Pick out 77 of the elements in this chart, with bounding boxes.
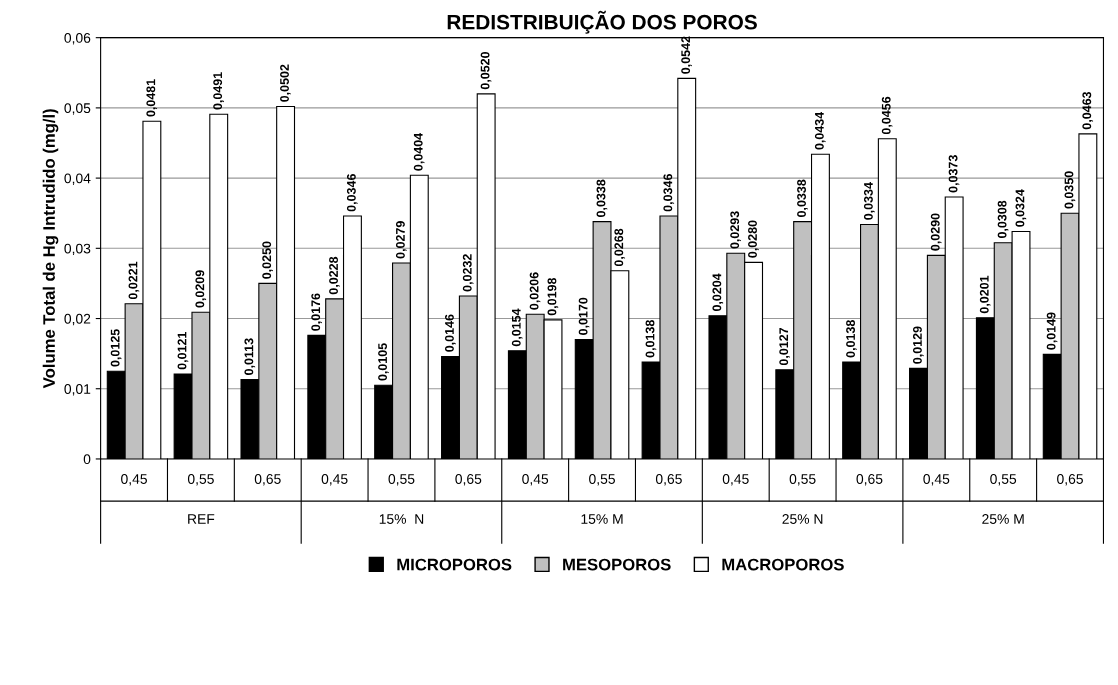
data-label: 0,0209	[195, 270, 207, 308]
data-label: 0,0463	[1082, 91, 1094, 130]
data-label: 0,0127	[779, 327, 790, 366]
data-label: 0,0481	[146, 79, 158, 117]
data-label: 0,0350	[1064, 171, 1076, 209]
y-tick-label: 0,06	[64, 33, 91, 45]
y-tick-label: 0,02	[64, 313, 91, 326]
data-label: 0,0204	[712, 273, 724, 312]
x-tick-label: 0,45	[722, 474, 749, 486]
data-label: 0,0138	[645, 320, 657, 358]
x-tick-label: 0,55	[187, 474, 214, 486]
legend-label: MICROPOROS	[397, 558, 512, 571]
x-tick-label: 0,45	[522, 474, 549, 486]
data-label: 0,0404	[413, 132, 425, 171]
y-tick-label: 0,04	[64, 173, 91, 185]
x-tick-label: 0,55	[990, 474, 1017, 486]
x-tick-label: 0,55	[589, 474, 615, 486]
data-label: 0,0146	[445, 314, 456, 352]
data-label: 0,0542	[681, 36, 692, 74]
text: 25% M	[982, 514, 1024, 524]
legend-label: MACROPOROS	[722, 558, 844, 571]
text: 15% M	[581, 514, 623, 524]
x-tick-label: 0,65	[655, 474, 682, 486]
data-label: 0,0149	[1046, 312, 1058, 350]
x-tick-label: 0,45	[121, 474, 147, 486]
y-tick-label: 0	[83, 454, 91, 465]
data-label: 0,0346	[663, 174, 675, 212]
data-label: 0,0201	[979, 275, 991, 314]
data-label: 0,0125	[110, 329, 122, 367]
text: REF	[188, 514, 215, 524]
data-label: 0,0138	[846, 320, 857, 358]
y-tick-label: 0,05	[64, 103, 91, 115]
x-tick-label: 0,45	[923, 474, 950, 486]
data-label: 0,0338	[797, 179, 808, 217]
legend-label: MESOPOROS	[563, 558, 671, 571]
data-label: 0,0170	[578, 297, 590, 335]
text: 25% N	[782, 514, 823, 524]
data-label: 0,0434	[814, 111, 826, 150]
x-tick-label: 0,65	[1057, 474, 1083, 486]
data-label: 0,0232	[462, 254, 474, 292]
data-label: 0,0290	[930, 213, 942, 251]
data-label: 0,0491	[213, 72, 224, 110]
data-label: 0,0520	[480, 51, 492, 90]
data-label: 0,0221	[128, 261, 140, 300]
data-label: 0,0373	[948, 155, 960, 193]
data-label: 0,0228	[329, 256, 340, 295]
text: 15% N	[379, 514, 424, 524]
y-tick-label: 0,03	[64, 243, 91, 256]
data-label: 0,0279	[395, 221, 407, 259]
data-label: 0,0250	[262, 241, 273, 279]
x-tick-label: 0,55	[789, 474, 816, 486]
x-tick-label: 0,45	[321, 474, 348, 486]
data-label: 0,0268	[614, 228, 626, 267]
data-label: 0,0105	[378, 343, 389, 381]
data-label: 0,0502	[280, 64, 291, 102]
data-label: 0,0334	[863, 182, 875, 220]
data-label: 0,0154	[511, 308, 523, 347]
x-tick-label: 0,65	[856, 474, 883, 486]
data-label: 0,0129	[913, 326, 924, 364]
y-axis-title: Volume Total de Hg Intrudido (mg/l)	[42, 109, 59, 389]
data-label: 0,0280	[748, 220, 759, 258]
y-tick-label: 0,01	[64, 384, 91, 396]
x-tick-label: 0,65	[455, 474, 482, 486]
data-label: 0,0198	[547, 277, 559, 316]
data-label: 0,0338	[596, 179, 608, 217]
x-tick-label: 0,55	[388, 474, 415, 486]
data-label: 0,0346	[346, 174, 358, 212]
chart-title: REDISTRIBUIÇÃO DOS POROS	[447, 10, 757, 34]
data-label: 0,0293	[730, 211, 741, 249]
data-label: 0,0308	[997, 200, 1009, 239]
data-label: 0,0176	[311, 293, 322, 331]
x-tick-label: 0,65	[254, 474, 281, 486]
data-label: 0,0121	[177, 331, 189, 370]
data-label: 0,0324	[1015, 189, 1027, 227]
data-label: 0,0456	[881, 96, 893, 135]
data-label: 0,0206	[529, 272, 541, 310]
data-label: 0,0113	[244, 338, 256, 375]
